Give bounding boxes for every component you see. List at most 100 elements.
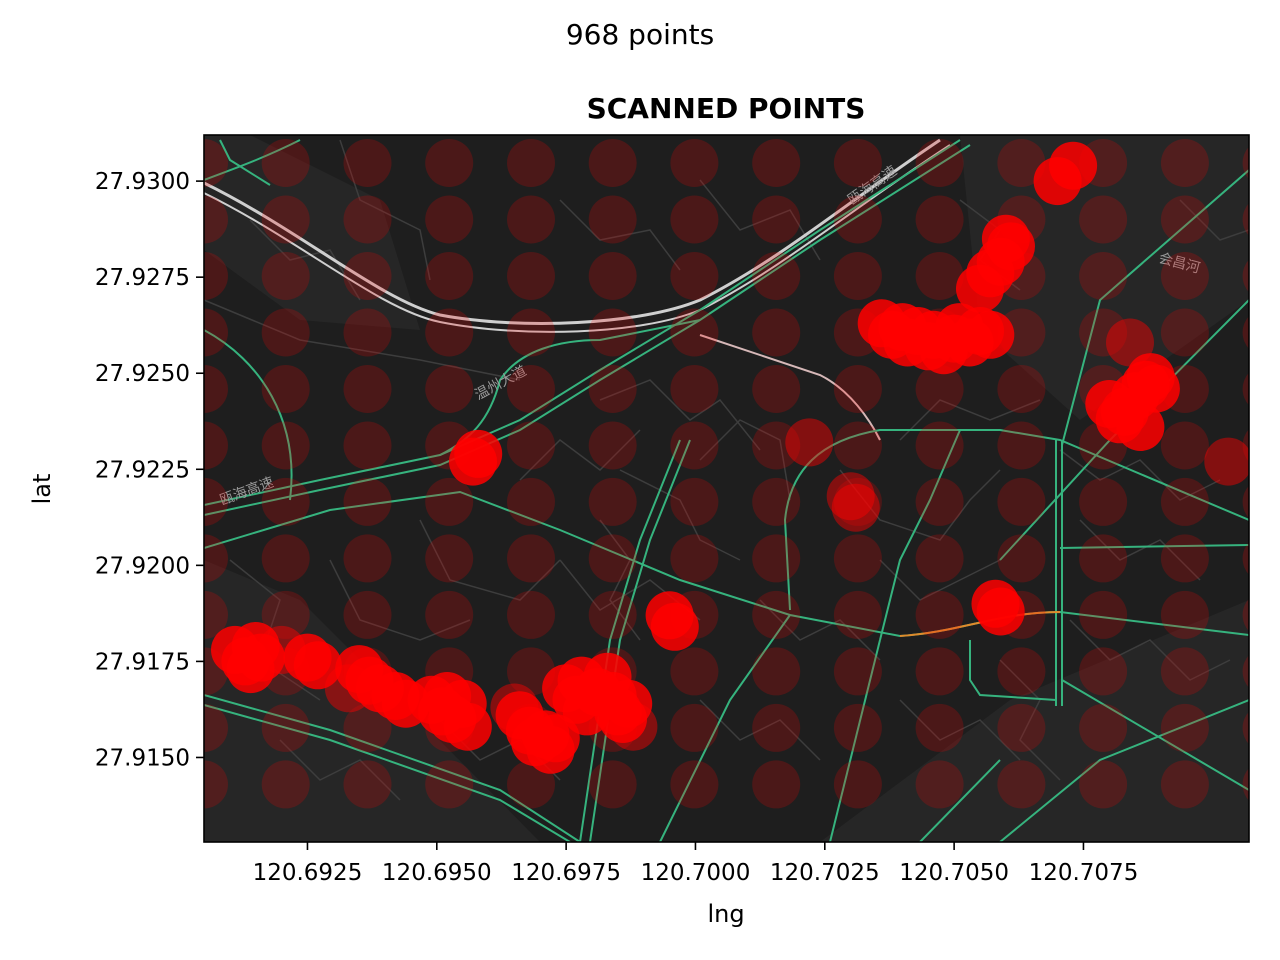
scatter-point-faint	[1242, 372, 1249, 406]
scatter-point	[826, 472, 875, 521]
figure-suptitle: 968 points	[566, 18, 714, 51]
scatter-point-faint	[204, 252, 228, 300]
y-tick-label: 27.9250	[95, 361, 190, 387]
scatter-point-faint	[752, 195, 801, 244]
basemap-main-roads	[204, 139, 1249, 842]
scatter-point-faint	[670, 308, 719, 357]
x-tick-label: 120.6975	[511, 860, 621, 886]
scatter-point-faint	[507, 477, 555, 526]
scatter-point-faint	[1079, 477, 1128, 526]
scatter-point-faint	[916, 83, 964, 131]
scatter-point-faint	[588, 534, 637, 583]
scatter-point-faint	[670, 647, 719, 696]
scatter-point-faint	[261, 308, 310, 357]
scatter-point-faint	[833, 590, 882, 639]
scatter-point	[785, 418, 834, 467]
scatter-point-faint	[915, 760, 964, 809]
scatter-point-faint	[997, 139, 1046, 187]
scatter-point-faint	[425, 590, 474, 639]
scatter-point-faint	[670, 534, 719, 583]
scatter-point-faint	[997, 703, 1046, 752]
scatter-point-faint	[833, 477, 882, 526]
y-axis-label: lat	[28, 474, 56, 505]
scatter-point-faint	[261, 534, 310, 583]
scatter-point-faint	[425, 308, 474, 357]
scatter-point-faint	[670, 477, 719, 526]
scatter-point-faint	[1079, 703, 1128, 752]
scatter-point-faint	[343, 139, 392, 187]
scatter-point-faint	[915, 590, 964, 639]
scatter-point-faint	[343, 252, 392, 300]
scatter-point-dense	[1116, 403, 1165, 451]
scatter-point-faint	[1242, 146, 1249, 180]
scatter-point-faint	[915, 195, 964, 244]
scatter-point-faint	[180, 83, 228, 131]
scatter-point-faint	[204, 421, 228, 470]
scatter-point-faint	[1242, 203, 1249, 236]
scatter-point-faint	[588, 421, 637, 470]
scatter-point-faint	[1242, 768, 1249, 801]
y-tick-label: 27.9150	[95, 745, 190, 771]
scatter-point-faint	[1160, 590, 1209, 639]
scatter-point-faint	[670, 252, 719, 300]
scatter-point-faint	[261, 139, 310, 187]
scatter-point-faint	[343, 477, 392, 526]
x-tick-label: 120.7075	[1029, 860, 1139, 886]
scatter-point-faint	[425, 252, 474, 300]
plot-frame	[203, 134, 1250, 843]
scatter-point-faint	[1160, 760, 1209, 809]
scatter-point-faint	[588, 477, 637, 526]
scatter-point-faint	[670, 703, 719, 752]
scatter-point-faint	[752, 477, 801, 526]
scatter-point-dense	[1049, 141, 1098, 190]
scatter-point-faint	[833, 365, 882, 413]
scatter-point-faint	[752, 252, 801, 300]
scatter-point-faint	[588, 139, 637, 187]
y-tick-label: 27.9225	[95, 457, 190, 483]
scatter-point-faint	[915, 534, 964, 583]
scatter-point-faint	[833, 252, 882, 300]
scatter-point-faint	[425, 534, 474, 583]
scatter-point-faint	[997, 365, 1046, 413]
basemap-highways	[204, 138, 951, 441]
scatter-point-faint	[1242, 542, 1249, 575]
scatter-point-dense	[443, 702, 492, 751]
scatter-point-faint	[204, 703, 228, 752]
scatter-point-faint	[833, 760, 882, 809]
scatter-point-dense	[966, 310, 1015, 359]
scatter-point-faint	[752, 139, 801, 187]
scatter-point-faint	[752, 421, 801, 470]
y-tick-label: 27.9175	[95, 649, 190, 675]
scatter-point-faint	[915, 365, 964, 413]
scatter-point-faint	[261, 703, 310, 752]
scatter-point-faint	[343, 590, 392, 639]
scatter-point-faint	[344, 83, 392, 131]
scatter-point-faint	[343, 421, 392, 470]
y-tick-label: 27.9300	[95, 169, 190, 195]
scatter-point-faint	[507, 252, 555, 300]
scatter-point-faint	[261, 477, 310, 526]
scatter-point-faint	[343, 534, 392, 583]
scatter-point-faint	[752, 534, 801, 583]
scatter-point-faint	[997, 83, 1045, 131]
scatter-point-faint	[915, 703, 964, 752]
scatter-point-faint	[588, 365, 637, 413]
scatter-point-faint	[425, 365, 474, 413]
scatter-point-faint	[1079, 590, 1128, 639]
scatter-point-dense	[531, 714, 580, 763]
scatter-point-dense	[650, 602, 699, 651]
scatter-point-faint	[261, 365, 310, 413]
scatter-point-faint	[670, 421, 719, 470]
x-axis: 120.6925 120.6950 120.6975 120.7000 120.7025…	[253, 842, 1139, 886]
scatter-point-faint	[1160, 195, 1209, 244]
scatter-point-faint	[261, 195, 310, 244]
scatter-point-dense	[226, 645, 275, 694]
scatter-point-faint	[1242, 655, 1249, 688]
scatter-point-faint	[670, 760, 719, 809]
scatter-point-faint	[1161, 83, 1209, 131]
scatter-point-dense	[981, 214, 1030, 263]
scatter-point-faint	[1160, 308, 1209, 357]
scatter-point	[1204, 437, 1249, 486]
scatter-point-faint	[833, 421, 882, 470]
